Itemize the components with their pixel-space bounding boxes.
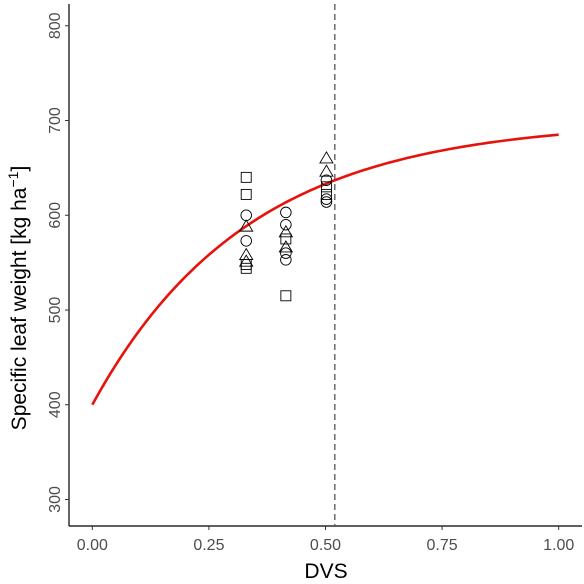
circle-point — [320, 174, 333, 186]
triangle-point — [278, 224, 294, 238]
x-tick-label: 0.75 — [427, 537, 458, 554]
circle-point — [280, 218, 292, 231]
square-point — [320, 188, 332, 200]
circle-point — [280, 206, 292, 219]
fitted-curve-group — [91, 133, 559, 406]
y-tick-label: 600 — [47, 202, 64, 229]
circle-point — [320, 193, 333, 205]
square-point — [240, 171, 252, 183]
x-tick-label: 0.50 — [310, 537, 341, 554]
y-axis-title-superscript: −1 — [5, 171, 21, 187]
y-tick-label: 300 — [47, 486, 64, 513]
triangle-point — [278, 240, 294, 253]
circle-point — [240, 235, 252, 247]
x-axis-title: DVS — [304, 560, 347, 583]
square-point — [240, 188, 252, 200]
circle-point — [280, 254, 292, 266]
tick-labels: 0.00 0.25 0.50 0.75 1.00 300 400 500 600 700 800 — [47, 12, 574, 554]
square-point — [280, 290, 292, 302]
y-tick-label: 700 — [47, 107, 64, 134]
y-axis-title-main: Specific leaf weight [kg ha — [8, 187, 31, 430]
y-tick-label: 800 — [47, 12, 64, 39]
square-point — [240, 262, 252, 274]
y-axis-title: Specific leaf weight [kg ha−1] — [5, 166, 31, 431]
circle-point — [240, 209, 252, 222]
axes — [68, 4, 582, 527]
x-tick-label: 0.00 — [77, 537, 108, 554]
y-tick-label: 400 — [47, 391, 64, 418]
x-tick-label: 1.00 — [543, 537, 574, 554]
triangle-point — [319, 164, 334, 177]
x-tick-label: 0.25 — [193, 537, 224, 554]
fitted-curve-line — [91, 133, 559, 406]
triangle-point — [238, 254, 254, 267]
triangle-point — [238, 247, 254, 260]
square-point — [280, 233, 292, 245]
triangle-point — [319, 151, 334, 164]
triangle-point — [238, 219, 254, 232]
square-point — [320, 181, 332, 193]
circle-point — [320, 196, 333, 208]
circle-point — [280, 247, 292, 259]
y-tick-label: 500 — [47, 297, 64, 324]
y-axis-title-close: ] — [8, 166, 31, 172]
data-points — [238, 151, 334, 302]
